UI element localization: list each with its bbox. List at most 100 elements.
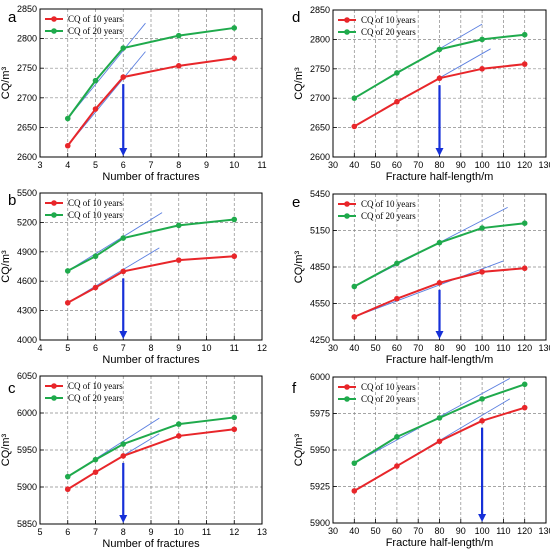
- y-tick-label: 6050: [17, 371, 37, 381]
- chart-panel-d: 30 40 50 60 70 80 90 100 110 120 130 2600 2650 2700 27…: [292, 5, 550, 183]
- x-tick-label: 100: [475, 526, 490, 536]
- data-point: [521, 220, 528, 226]
- legend-label: CQ of 10 years: [68, 198, 123, 208]
- legend-swatch-marker: [344, 201, 350, 207]
- y-tick-label: 5975: [310, 409, 330, 419]
- x-tick-label: 100: [475, 160, 490, 170]
- y-tick-label: 2700: [17, 93, 37, 103]
- data-point: [436, 438, 443, 445]
- data-point: [92, 469, 99, 476]
- x-tick-label: 4: [37, 343, 42, 353]
- x-tick-label: 90: [456, 343, 466, 353]
- y-tick-label: 5950: [310, 445, 330, 455]
- x-axis-title: Number of fractures: [102, 538, 200, 550]
- data-point: [175, 433, 182, 439]
- chart-panel-f: 30 40 50 60 70 80 90 100 110 120 130 5900 5925 5950 59…: [292, 372, 550, 549]
- legend-label: CQ of 20 years: [68, 393, 123, 403]
- data-point: [479, 36, 485, 43]
- data-point: [394, 295, 400, 302]
- data-point: [92, 106, 99, 112]
- x-tick-label: 9: [176, 343, 181, 353]
- data-point: [120, 453, 127, 459]
- y-tick-label: 5450: [310, 189, 330, 199]
- legend-swatch-marker: [51, 212, 57, 218]
- x-tick-label: 5: [37, 527, 42, 537]
- y-tick-label: 2850: [310, 5, 330, 15]
- y-tick-label: 4600: [17, 276, 37, 286]
- x-axis-title: Number of fractures: [102, 171, 200, 183]
- y-tick-label: 5200: [17, 217, 37, 227]
- data-point: [231, 25, 238, 31]
- x-tick-label: 60: [392, 526, 402, 536]
- data-point: [64, 299, 71, 306]
- x-tick-label: 30: [328, 343, 338, 353]
- panel-letter: f: [292, 380, 297, 397]
- data-point: [231, 216, 238, 223]
- y-tick-label: 4300: [17, 306, 37, 316]
- panel-letter: b: [8, 192, 16, 209]
- data-point: [436, 280, 443, 286]
- y-tick-label: 2800: [310, 34, 330, 44]
- data-point: [64, 142, 71, 149]
- x-tick-label: 3: [37, 160, 42, 170]
- x-tick-label: 30: [328, 160, 338, 170]
- data-point: [231, 253, 238, 260]
- data-point: [479, 66, 485, 72]
- y-tick-label: 2850: [17, 4, 37, 14]
- data-point: [394, 70, 400, 76]
- x-tick-label: 120: [517, 160, 532, 170]
- y-axis-title: CQ/m³: [293, 67, 305, 100]
- x-tick-label: 50: [371, 160, 381, 170]
- data-point: [120, 74, 127, 80]
- x-tick-label: 6: [121, 160, 126, 170]
- data-point: [175, 63, 182, 69]
- x-tick-label: 80: [434, 526, 444, 536]
- y-axis-title: CQ/m³: [293, 433, 305, 466]
- data-point: [479, 225, 485, 231]
- x-tick-label: 5: [93, 160, 98, 170]
- chart-panel-a: 3 4 5 6 7 8 9 10 11 2600 2650 2700 2750 2800 2850 Numbe…: [0, 4, 267, 183]
- tangent-line: [354, 260, 504, 318]
- data-point: [351, 314, 358, 320]
- data-point: [92, 456, 99, 463]
- data-point: [175, 222, 182, 229]
- chart-panel-e: 30 40 50 60 70 80 90 100 110 120 130 4250 4550 4850 51…: [292, 189, 550, 366]
- data-point: [120, 441, 127, 447]
- optimum-arrow-head: [119, 331, 128, 339]
- optimum-arrow-head: [435, 331, 444, 339]
- x-tick-label: 11: [230, 343, 239, 353]
- data-point: [521, 61, 528, 67]
- x-tick-label: 13: [257, 527, 267, 537]
- chart-panel-b: 4 5 6 7 8 9 10 11 12 4000 4300 4600 4900 5200 5500 Numb…: [0, 188, 267, 366]
- data-point: [521, 265, 528, 272]
- x-tick-label: 10: [201, 343, 211, 353]
- x-tick-label: 6: [93, 343, 98, 353]
- y-tick-label: 5950: [17, 445, 37, 455]
- tangent-line: [67, 212, 163, 272]
- optimum-arrow-head: [119, 148, 128, 156]
- y-axis-title: CQ/m³: [0, 66, 12, 99]
- data-point: [479, 418, 485, 424]
- data-point: [521, 31, 528, 38]
- data-point: [64, 115, 71, 122]
- data-point: [521, 381, 528, 388]
- y-tick-label: 2600: [310, 152, 330, 162]
- legend-label: CQ of 10 years: [68, 381, 123, 391]
- data-point: [120, 268, 127, 275]
- x-tick-label: 100: [475, 343, 490, 353]
- legend-label: CQ of 20 years: [68, 26, 123, 36]
- y-tick-label: 2750: [310, 64, 330, 74]
- y-axis-title: CQ/m³: [0, 433, 12, 466]
- data-point: [92, 253, 99, 260]
- x-tick-label: 120: [517, 526, 532, 536]
- optimum-arrow-head: [119, 515, 128, 523]
- x-tick-label: 70: [413, 160, 423, 170]
- y-tick-label: 2800: [17, 34, 37, 44]
- data-point: [64, 473, 71, 480]
- x-tick-label: 130: [538, 160, 550, 170]
- y-tick-label: 6000: [310, 372, 330, 382]
- optimum-arrow-head: [435, 148, 444, 156]
- tangent-line: [67, 22, 146, 119]
- data-point: [351, 123, 358, 130]
- y-tick-label: 6000: [17, 408, 37, 418]
